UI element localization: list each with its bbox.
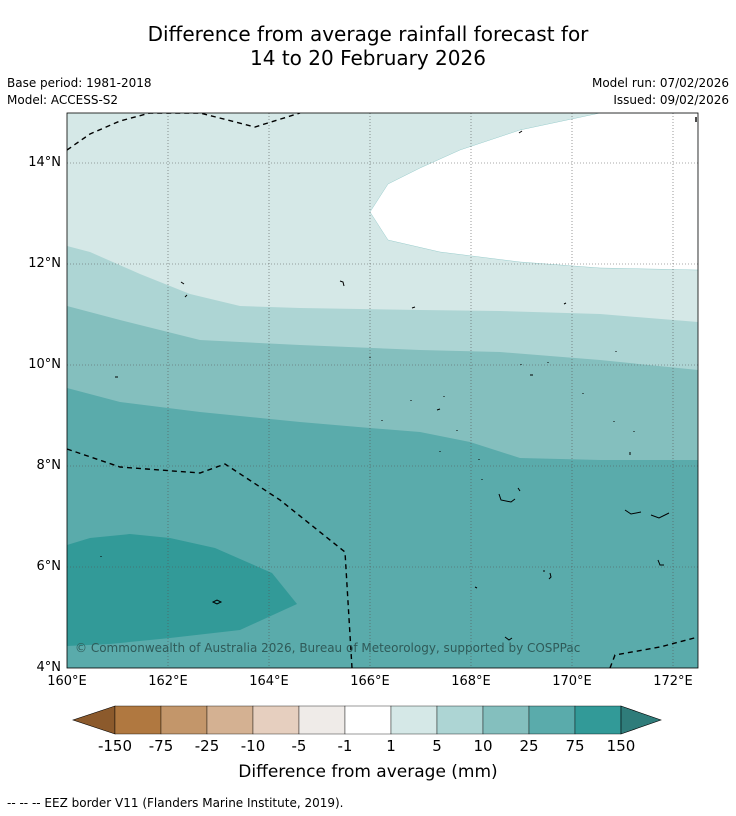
- title-line-2: 14 to 20 February 2026: [250, 46, 486, 70]
- colorbar-segment: [390, 705, 438, 735]
- lon-label-166e: 166°E: [350, 674, 390, 689]
- issued-date: Issued: 09/02/2026: [613, 93, 729, 107]
- base-period: Base period: 1981-2018: [7, 76, 152, 90]
- lon-label-170e: 170°E: [552, 674, 592, 689]
- colorbar-extend-low: [72, 705, 116, 735]
- lon-label-168e: 168°E: [451, 674, 491, 689]
- lon-label-160e: 160°E: [47, 674, 87, 689]
- title-line-1: Difference from average rainfall forecas…: [147, 22, 589, 46]
- grid-lines: [67, 113, 698, 668]
- lon-label-164e: 164°E: [249, 674, 289, 689]
- colorbar-tick: 10: [473, 737, 493, 755]
- colorbar-tick: -75: [148, 737, 174, 755]
- lat-label-14n: 14°N: [28, 155, 61, 170]
- lat-label-10n: 10°N: [28, 357, 61, 372]
- lat-label-6n: 6°N: [36, 559, 62, 574]
- colorbar-segment: [298, 705, 346, 735]
- colorbar-tick: 75: [565, 737, 585, 755]
- islands: [100, 130, 670, 641]
- colorbar-tick: 25: [519, 737, 539, 755]
- map-frame: [66, 112, 699, 669]
- colorbar-segment: [160, 705, 208, 735]
- colorbar-extend-high: [620, 705, 662, 735]
- lat-label-12n: 12°N: [28, 256, 61, 271]
- colorbar-segment: [436, 705, 484, 735]
- model-name: Model: ACCESS-S2: [7, 93, 119, 107]
- colorbar-tick: -1: [337, 737, 353, 755]
- rainfall-anomaly-map: [67, 113, 698, 668]
- colorbar-tick: 5: [432, 737, 442, 755]
- lat-label-8n: 8°N: [36, 458, 62, 473]
- colorbar: [72, 705, 662, 735]
- colorbar-title: Difference from average (mm): [238, 762, 498, 782]
- eez-borders: [67, 113, 698, 668]
- colorbar-segment: [482, 705, 530, 735]
- colorbar-tick: 1: [386, 737, 396, 755]
- lon-label-172e: 172°E: [653, 674, 693, 689]
- band-75-150: [67, 534, 297, 646]
- colorbar-segment: [528, 705, 576, 735]
- colorbar-tick: 150: [606, 737, 636, 755]
- lon-label-162e: 162°E: [148, 674, 188, 689]
- colorbar-tick: -150: [97, 737, 133, 755]
- colorbar-tick: -25: [194, 737, 220, 755]
- colorbar-tick: -10: [240, 737, 266, 755]
- colorbar-tick: -5: [291, 737, 307, 755]
- lat-label-4n: 4°N: [36, 660, 62, 675]
- copyright-notice: © Commonwealth of Australia 2026, Bureau…: [75, 641, 581, 655]
- colorbar-segment: [252, 705, 300, 735]
- colorbar-segment: [114, 705, 162, 735]
- model-run: Model run: 07/02/2026: [591, 76, 729, 90]
- colorbar-segment: [574, 705, 622, 735]
- colorbar-segment: [206, 705, 254, 735]
- eez-footnote: -- -- -- EEZ border V11 (Flanders Marine…: [7, 796, 344, 810]
- colorbar-segment: [344, 705, 392, 735]
